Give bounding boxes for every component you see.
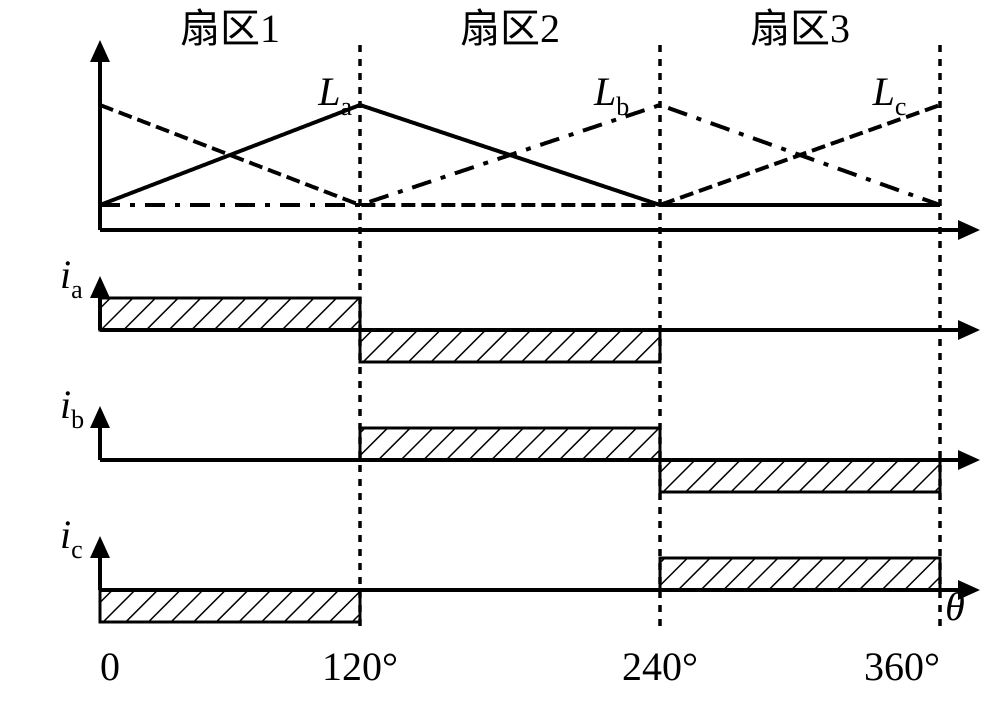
- x-tick-0: 0: [100, 644, 120, 689]
- sector-label-2: 扇区2: [460, 6, 560, 51]
- x-tick-120: 120°: [322, 644, 398, 689]
- current-row-ia: ia: [60, 252, 980, 362]
- current-label-ic: ic: [60, 512, 83, 564]
- current-row-ic: ic: [60, 512, 980, 622]
- x-tick-360: 360°: [864, 644, 940, 689]
- series-La: [100, 105, 940, 205]
- x-axis-variable: θ: [945, 584, 965, 629]
- current-label-ib: ib: [60, 382, 84, 434]
- series-label-Lc: Lc: [872, 69, 907, 121]
- sector-label-1: 扇区1: [180, 6, 280, 51]
- current-bar-ic: [100, 590, 360, 622]
- current-bar-ia: [360, 330, 660, 362]
- inductance-chart: 扇区1 扇区2 扇区3 La Lb Lc: [90, 6, 980, 240]
- series-label-La: La: [317, 69, 352, 121]
- sector-label-3: 扇区3: [750, 6, 850, 51]
- current-row-ib: ib: [60, 382, 980, 492]
- current-bar-ia: [100, 298, 360, 330]
- current-bar-ic: [660, 558, 940, 590]
- x-tick-240: 240°: [622, 644, 698, 689]
- current-bar-ib: [360, 428, 660, 460]
- current-bar-ib: [660, 460, 940, 492]
- series-label-Lb: Lb: [593, 69, 629, 121]
- current-label-ia: ia: [60, 252, 83, 304]
